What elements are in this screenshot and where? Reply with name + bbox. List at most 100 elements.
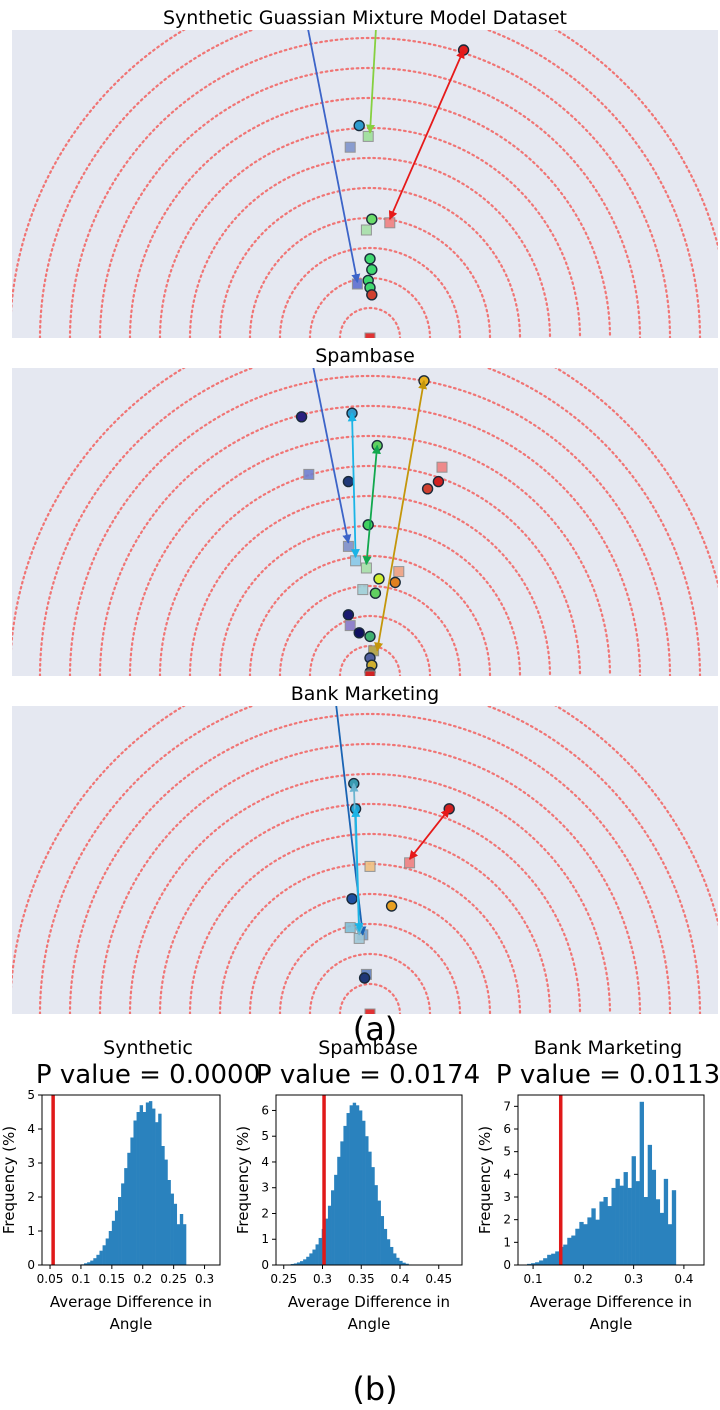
ring [38, 30, 702, 338]
y-tick-label: 2 [27, 1190, 35, 1204]
bar [108, 1231, 113, 1265]
bar [607, 1206, 612, 1265]
square-point [393, 566, 405, 578]
arrow [388, 49, 465, 221]
circle-point [366, 289, 378, 301]
bar [176, 1224, 181, 1265]
y-axis-label: Frequency (%) [0, 1126, 18, 1234]
axes-frame [517, 1094, 705, 1266]
square-point [344, 922, 356, 934]
circle-point [432, 475, 445, 488]
ring [38, 706, 702, 1014]
bar [99, 1250, 103, 1265]
arrow [305, 368, 352, 544]
square-point [364, 332, 376, 338]
bar [161, 1146, 165, 1265]
bars [523, 1101, 677, 1265]
ring [308, 952, 432, 1014]
panel-title: Synthetic Guassian Mixture Model Dataset [163, 7, 567, 29]
bar [583, 1224, 588, 1265]
bar [121, 1183, 125, 1265]
bar [142, 1112, 147, 1265]
bar [290, 1263, 295, 1265]
points [298, 30, 470, 338]
bar [318, 1237, 323, 1265]
bar [659, 1212, 665, 1265]
y-tick-label: 3 [503, 1190, 511, 1204]
square-point [364, 860, 376, 872]
ring [68, 712, 672, 1014]
bar [358, 1110, 363, 1265]
radial-panel: Synthetic Guassian Mixture Model Dataset [12, 7, 718, 338]
bar [158, 1113, 162, 1265]
bar [393, 1253, 397, 1265]
ring [38, 368, 702, 676]
bar [383, 1228, 388, 1265]
ring [68, 374, 672, 676]
ring [98, 66, 642, 338]
bar [155, 1122, 159, 1265]
bar [579, 1221, 584, 1265]
arrow [408, 808, 450, 860]
plot-area [12, 30, 718, 338]
histogram-title: Spambase [318, 1037, 418, 1059]
y-tick-label: 6 [261, 1103, 269, 1117]
radial-panel: Bank Marketing [12, 683, 718, 1014]
ring [278, 922, 462, 1014]
bar [312, 1249, 316, 1265]
y-tick-label: 6 [503, 1122, 511, 1136]
square-point [436, 461, 448, 473]
square-point [357, 584, 369, 596]
bar [377, 1200, 381, 1265]
bar [300, 1261, 304, 1265]
y-tick-label: 5 [503, 1145, 511, 1159]
circle-point [364, 253, 376, 265]
square-point [362, 130, 374, 142]
bar [531, 1263, 536, 1265]
bar [599, 1201, 604, 1265]
bar [130, 1137, 134, 1265]
points [295, 368, 448, 676]
part-b-label: (b) [352, 1370, 397, 1408]
ring [12, 368, 718, 652]
bar [399, 1260, 403, 1265]
circle-point [353, 627, 365, 639]
x-axis-label: Average Difference in Angle [288, 1293, 450, 1333]
bar [386, 1239, 391, 1265]
x-tick-label: 0.3 [624, 1272, 643, 1286]
bar [324, 1218, 329, 1265]
bar [555, 1251, 560, 1265]
circle-point [295, 411, 308, 423]
bar [340, 1141, 344, 1265]
square-point [364, 1008, 376, 1014]
bar [635, 1181, 640, 1265]
bar [651, 1169, 657, 1265]
x-tick-label: 0.2 [574, 1272, 593, 1286]
bars [80, 1101, 187, 1265]
bar [603, 1197, 608, 1265]
y-tick-label: 1 [27, 1224, 35, 1238]
bar [327, 1205, 332, 1265]
bar [139, 1105, 144, 1265]
bar [315, 1244, 319, 1265]
ring [158, 802, 582, 1014]
circle-point [366, 213, 378, 225]
bar [167, 1180, 171, 1265]
y-tick-label: 1 [261, 1232, 269, 1246]
bar [380, 1216, 385, 1265]
axes-frame [41, 1094, 221, 1266]
bar [293, 1263, 298, 1265]
ring [188, 832, 552, 1014]
bar [371, 1167, 375, 1265]
plot-area [12, 706, 718, 1014]
ring [278, 246, 462, 338]
part-a-label: (a) [353, 1010, 398, 1048]
ring [338, 306, 402, 338]
bar [623, 1172, 628, 1265]
bar [182, 1224, 187, 1265]
circle-point [353, 119, 365, 132]
bar [627, 1187, 632, 1265]
histogram-title: Synthetic [103, 1037, 193, 1059]
